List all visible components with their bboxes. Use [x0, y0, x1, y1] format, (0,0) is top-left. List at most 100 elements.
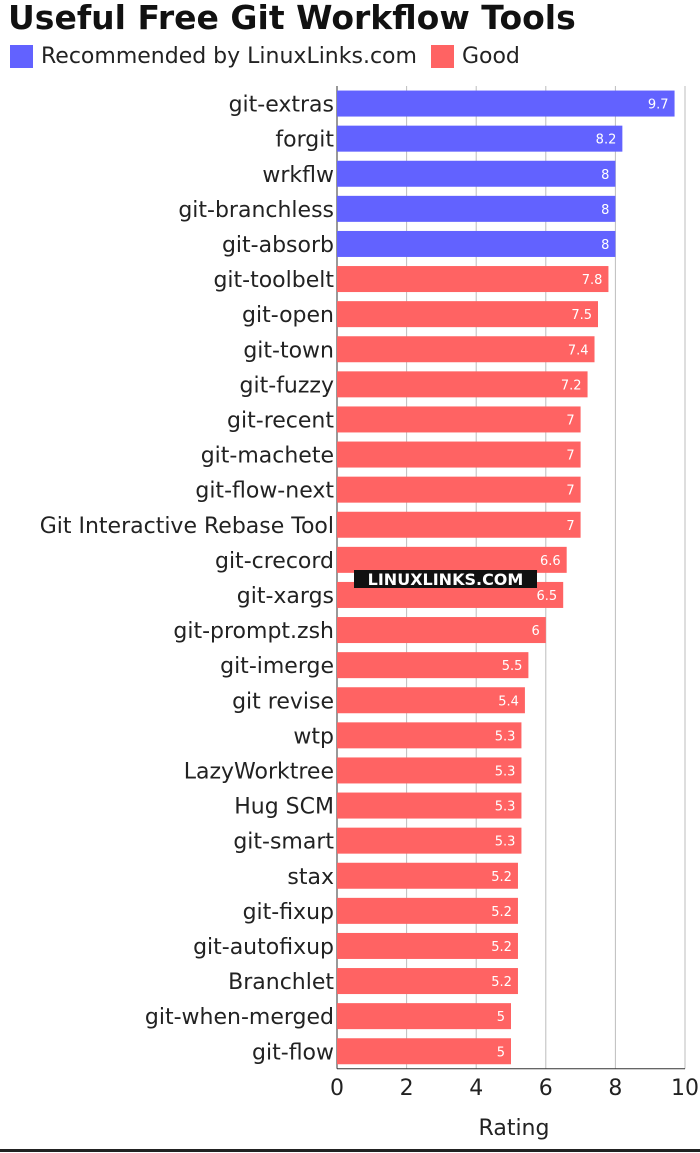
bar-value-label-11: 7: [566, 484, 574, 499]
category-label-23: git-fixup: [243, 900, 334, 925]
category-label-8: git-fuzzy: [240, 373, 334, 398]
bar-value-label-0: 9.7: [648, 98, 669, 113]
category-label-9: git-recent: [227, 408, 334, 433]
bar-21: [337, 827, 522, 854]
watermark-logo: LINUXLINKS.COM: [368, 570, 524, 589]
bar-value-label-26: 5: [497, 1010, 505, 1025]
bar-12: [337, 511, 581, 538]
category-label-15: git-prompt.zsh: [173, 619, 334, 644]
bar-5: [337, 266, 609, 293]
category-label-24: git-autofixup: [193, 935, 334, 960]
bar-23: [337, 897, 518, 924]
bar-10: [337, 441, 581, 468]
bar-7: [337, 336, 595, 363]
category-label-11: git-flow-next: [195, 479, 334, 504]
chart-title: Useful Free Git Workflow Tools: [8, 0, 576, 37]
bar-value-label-24: 5.2: [491, 940, 512, 955]
bar-value-label-2: 8: [601, 168, 609, 183]
bar-value-label-1: 8.2: [596, 133, 617, 148]
category-label-12: Git Interactive Rebase Tool: [40, 514, 334, 539]
bar-9: [337, 406, 581, 433]
bar-value-label-21: 5.3: [495, 835, 516, 850]
legend-label-recommended: Recommended by LinuxLinks.com: [41, 43, 417, 69]
bar-1: [337, 125, 623, 152]
x-tick-label-4: 4: [469, 1076, 483, 1101]
bar-value-label-15: 6: [532, 624, 540, 639]
bar-17: [337, 687, 525, 714]
bar-22: [337, 862, 518, 889]
category-label-0: git-extras: [229, 93, 334, 118]
bar-13: [337, 546, 567, 573]
bar-20: [337, 792, 522, 819]
bar-24: [337, 932, 518, 959]
category-label-19: LazyWorktree: [184, 759, 334, 784]
category-label-26: git-when-merged: [145, 1005, 334, 1030]
bar-4: [337, 230, 616, 257]
x-axis-title: Rating: [479, 1116, 550, 1141]
category-label-7: git-town: [243, 338, 334, 363]
bar-value-label-13: 6.6: [540, 554, 561, 569]
category-label-25: Branchlet: [228, 970, 334, 995]
category-label-22: stax: [287, 865, 334, 890]
category-label-13: git-crecord: [215, 549, 334, 574]
bottom-rule: [0, 1149, 700, 1152]
bar-19: [337, 757, 522, 784]
legend-swatch-recommended: [10, 44, 33, 68]
bar-value-label-5: 7.8: [582, 273, 603, 288]
bar-value-label-8: 7.2: [561, 378, 582, 393]
bar-18: [337, 722, 522, 749]
bar-6: [337, 301, 598, 328]
watermark-logo-bg: [354, 570, 537, 588]
category-label-21: git-smart: [233, 830, 334, 855]
category-label-27: git-flow: [252, 1040, 334, 1065]
x-tick-label-10: 10: [671, 1076, 699, 1101]
bar-value-label-19: 5.3: [495, 764, 516, 779]
legend-entry-recommended: Recommended by LinuxLinks.com: [10, 44, 417, 69]
bar-value-label-4: 8: [601, 238, 609, 253]
category-label-14: git-xargs: [237, 584, 334, 609]
bar-value-label-7: 7.4: [568, 343, 589, 358]
bar-value-label-14: 6.5: [537, 589, 558, 604]
bar-value-label-23: 5.2: [491, 905, 512, 920]
bar-11: [337, 476, 581, 503]
bar-value-label-20: 5.3: [495, 800, 516, 815]
bar-value-label-27: 5: [497, 1045, 505, 1060]
bar-value-label-22: 5.2: [491, 870, 512, 885]
x-tick-label-8: 8: [608, 1076, 622, 1101]
category-label-18: wtp: [293, 724, 334, 749]
bar-3: [337, 195, 616, 222]
legend: Recommended by LinuxLinks.com Good: [10, 42, 534, 70]
bar-value-label-10: 7: [566, 449, 574, 464]
legend-swatch-good: [430, 44, 454, 68]
bar-value-label-18: 5.3: [495, 729, 516, 744]
legend-label-good: Good: [461, 43, 520, 69]
legend-entry-good: Good: [430, 43, 520, 69]
bar-2: [337, 160, 616, 187]
category-label-1: forgit: [275, 128, 334, 153]
bar-15: [337, 617, 546, 644]
category-label-17: git revise: [232, 689, 334, 714]
bar-27: [337, 1038, 511, 1065]
bar-value-label-6: 7.5: [571, 308, 592, 323]
bar-value-label-17: 5.4: [498, 694, 519, 709]
category-label-4: git-absorb: [222, 233, 334, 258]
category-label-3: git-branchless: [178, 198, 334, 223]
bar-16: [337, 652, 529, 679]
bar-26: [337, 1003, 511, 1030]
bar-8: [337, 371, 588, 398]
bar-25: [337, 968, 518, 995]
category-label-6: git-open: [242, 303, 334, 328]
bar-value-label-12: 7: [566, 519, 574, 534]
category-label-5: git-toolbelt: [213, 268, 334, 293]
bar-value-label-25: 5.2: [491, 975, 512, 990]
category-label-10: git-machete: [201, 444, 334, 469]
bar-value-label-3: 8: [601, 203, 609, 218]
x-tick-label-0: 0: [330, 1076, 344, 1101]
bar-value-label-16: 5.5: [502, 659, 523, 674]
bar-0: [337, 90, 675, 117]
bar-value-label-9: 7: [566, 413, 574, 428]
category-label-2: wrkflw: [262, 163, 334, 188]
x-tick-label-6: 6: [539, 1076, 553, 1101]
x-tick-label-2: 2: [400, 1076, 414, 1101]
